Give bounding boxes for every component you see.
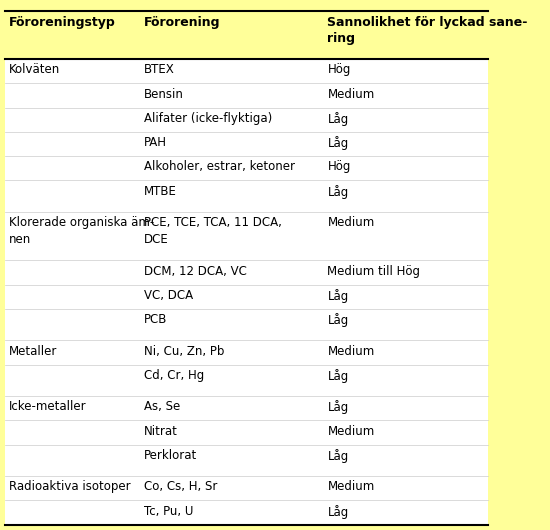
Text: Nitrat: Nitrat bbox=[144, 425, 178, 438]
Text: Medium till Hög: Medium till Hög bbox=[327, 264, 420, 278]
Text: Cd, Cr, Hg: Cd, Cr, Hg bbox=[144, 369, 204, 382]
Text: Låg: Låg bbox=[327, 112, 349, 126]
Text: Medium: Medium bbox=[327, 425, 375, 438]
Text: VC, DCA: VC, DCA bbox=[144, 289, 193, 302]
Text: Tc, Pu, U: Tc, Pu, U bbox=[144, 505, 194, 518]
Text: Perklorat: Perklorat bbox=[144, 449, 197, 462]
Text: Medium: Medium bbox=[327, 87, 375, 101]
Text: Låg: Låg bbox=[327, 136, 349, 150]
Text: Alkoholer, estrar, ketoner: Alkoholer, estrar, ketoner bbox=[144, 161, 295, 173]
Text: PCE, TCE, TCA, 11 DCA,
DCE: PCE, TCE, TCA, 11 DCA, DCE bbox=[144, 216, 282, 245]
Text: Förorening: Förorening bbox=[144, 16, 221, 29]
Text: Låg: Låg bbox=[327, 313, 349, 327]
Text: Föroreningstyp: Föroreningstyp bbox=[9, 16, 116, 29]
Text: Låg: Låg bbox=[327, 184, 349, 199]
Text: Klorerade organiska äm-
nen: Klorerade organiska äm- nen bbox=[9, 216, 154, 245]
Text: Hög: Hög bbox=[327, 161, 351, 173]
Text: Medium: Medium bbox=[327, 480, 375, 493]
Text: Låg: Låg bbox=[327, 289, 349, 303]
Text: Radioaktiva isotoper: Radioaktiva isotoper bbox=[9, 480, 130, 493]
Text: Ni, Cu, Zn, Pb: Ni, Cu, Zn, Pb bbox=[144, 344, 224, 358]
Text: Låg: Låg bbox=[327, 369, 349, 383]
Text: As, Se: As, Se bbox=[144, 401, 180, 413]
Text: Alifater (icke-flyktiga): Alifater (icke-flyktiga) bbox=[144, 112, 272, 125]
Text: Bensin: Bensin bbox=[144, 87, 184, 101]
Text: Co, Cs, H, Sr: Co, Cs, H, Sr bbox=[144, 480, 217, 493]
Bar bbox=[5, 59, 488, 525]
Text: Låg: Låg bbox=[327, 401, 349, 414]
Text: Metaller: Metaller bbox=[9, 344, 57, 358]
Text: DCM, 12 DCA, VC: DCM, 12 DCA, VC bbox=[144, 264, 247, 278]
Text: PCB: PCB bbox=[144, 313, 167, 326]
Text: Låg: Låg bbox=[327, 505, 349, 519]
Text: Icke-metaller: Icke-metaller bbox=[9, 401, 86, 413]
Text: PAH: PAH bbox=[144, 136, 167, 149]
Text: Hög: Hög bbox=[327, 64, 351, 76]
Text: Kolväten: Kolväten bbox=[9, 64, 60, 76]
Text: Sannolikhet för lyckad sane-
ring: Sannolikhet för lyckad sane- ring bbox=[327, 16, 528, 45]
Text: BTEX: BTEX bbox=[144, 64, 175, 76]
Text: Medium: Medium bbox=[327, 344, 375, 358]
Text: MTBE: MTBE bbox=[144, 184, 177, 198]
Text: Medium: Medium bbox=[327, 216, 375, 229]
Bar bbox=[5, 11, 488, 59]
Text: Låg: Låg bbox=[327, 449, 349, 463]
